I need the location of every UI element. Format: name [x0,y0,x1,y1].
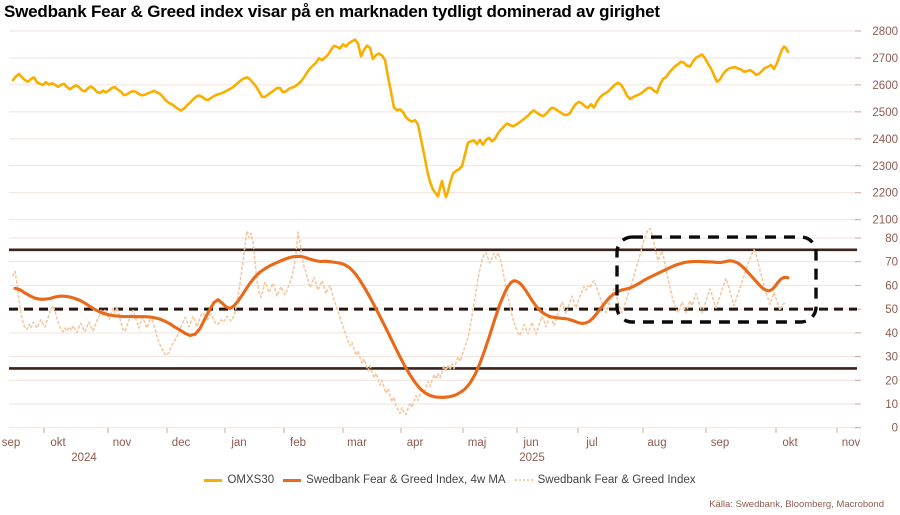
month-label: feb [290,437,306,449]
fear-greed-ma-line-swatch-icon [283,478,302,482]
y-axis-label: 2800 [872,26,898,38]
y-axis-label: 2600 [872,80,898,92]
y-axis-label: 50 [885,304,898,316]
month-label: okt [50,437,66,449]
y-axis-label: 10 [885,399,898,411]
month-label: nov [842,437,861,449]
y-axis-label: 0 [892,423,898,435]
source-attribution: Källa: Swedbank, Bloomberg, Macrobond [709,499,884,510]
month-label: jul [585,437,598,449]
month-label: apr [407,437,424,449]
legend-label: Swedbank Fear & Greed Index, 4w MA [306,474,506,486]
month-label: maj [468,437,487,449]
month-label: jun [522,437,538,449]
fear-greed-raw-line-swatch-icon [514,479,533,481]
y-axis-label: 80 [885,233,898,245]
highlight-rectangle [615,235,818,324]
y-axis-label: 2700 [872,53,898,65]
page-title: Swedbank Fear & Greed index visar på en … [4,2,660,21]
legend-label: OMXS30 [227,474,275,486]
fear-greed-raw-line [12,227,787,416]
y-axis-label: 20 [885,375,898,387]
month-label: jan [230,437,246,449]
month-label: nov [113,437,132,449]
y-axis-label: 60 [885,280,898,292]
y-axis-label: 2500 [872,107,898,119]
month-label: sep [2,437,21,449]
year-label: 2024 [71,452,97,464]
year-label: 2025 [519,452,545,464]
legend-item-omxs30: OMXS30 [204,474,274,486]
legend-item-fear-greed-ma: Swedbank Fear & Greed Index, 4w MA [283,474,506,486]
chart-legend: OMXS30 Swedbank Fear & Greed Index, 4w M… [0,474,900,486]
y-axis-label: 70 [885,257,898,269]
month-label: okt [782,437,798,449]
omxs30-line [11,38,790,199]
legend-label: Swedbank Fear & Greed Index [537,474,696,486]
month-label: dec [172,437,191,449]
y-axis-label: 2400 [872,134,898,146]
month-label: aug [647,437,666,449]
omxs30-line-swatch-icon [204,478,223,482]
month-label: sep [711,437,730,449]
y-axis-label: 40 [885,328,898,340]
y-axis-label: 2300 [872,161,898,173]
y-axis-label: 30 [885,352,898,364]
fear-greed-ma-line [13,254,790,399]
month-label: mar [347,437,367,449]
y-axis-label: 2100 [872,215,898,227]
legend-item-fear-greed-raw: Swedbank Fear & Greed Index [514,474,696,486]
y-axis-label: 2200 [872,188,898,200]
